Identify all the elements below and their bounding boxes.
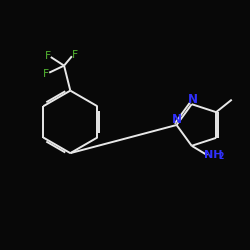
Text: F: F — [72, 50, 78, 60]
Text: F: F — [43, 69, 50, 79]
Text: F: F — [45, 51, 51, 61]
Text: N: N — [172, 112, 181, 126]
Text: 2: 2 — [218, 152, 223, 161]
Text: NH: NH — [204, 150, 223, 160]
Text: N: N — [188, 93, 198, 106]
